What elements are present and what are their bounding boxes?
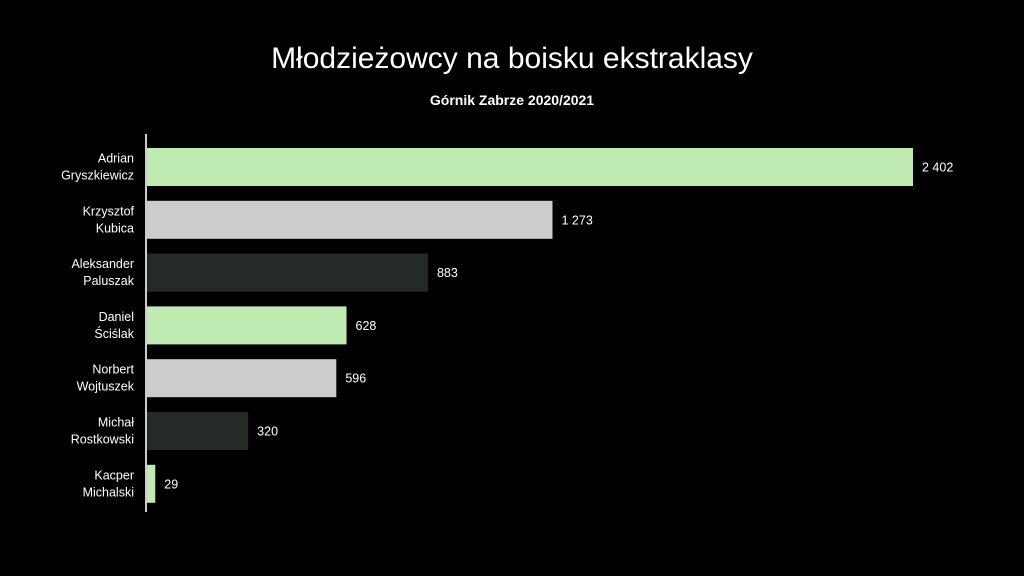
category-label-3: Daniel Ściślak (94, 310, 134, 341)
value-label-2: 883 (437, 266, 458, 280)
category-label-4: Norbert Wojtuszek (77, 363, 135, 394)
value-label-3: 628 (356, 319, 377, 333)
value-label-6: 29 (164, 477, 178, 491)
bar-4 (146, 359, 337, 398)
value-label-4: 596 (345, 372, 366, 386)
category-label-2: Aleksander Paluszak (71, 257, 134, 288)
category-labels-group: Adrian Gryszkiewicz Krzysztof Kubica Aleksan… (61, 152, 135, 500)
bar-3 (146, 306, 347, 345)
category-label-1: Krzysztof Kubica (83, 204, 135, 235)
value-labels-group: 2 402 1 273 883 628 596 320 29 (164, 161, 953, 492)
chart-title: Młodzieżowcy na boisku ekstraklasy (271, 42, 753, 75)
value-label-5: 320 (257, 425, 278, 439)
bar-6 (146, 464, 156, 503)
bar-1 (146, 200, 553, 239)
category-label-5: Michał Rostkowski (71, 416, 134, 447)
category-label-6: Kacper Michalski (83, 468, 134, 499)
bar-0 (146, 148, 913, 186)
value-label-0: 2 402 (922, 161, 953, 175)
bar-2 (146, 253, 428, 292)
bar-5 (146, 412, 249, 450)
value-label-1: 1 273 (561, 213, 592, 227)
category-label-0: Adrian Gryszkiewicz (61, 152, 134, 183)
bars-group (146, 148, 913, 503)
chart-subtitle: Górnik Zabrze 2020/2021 (429, 92, 595, 108)
